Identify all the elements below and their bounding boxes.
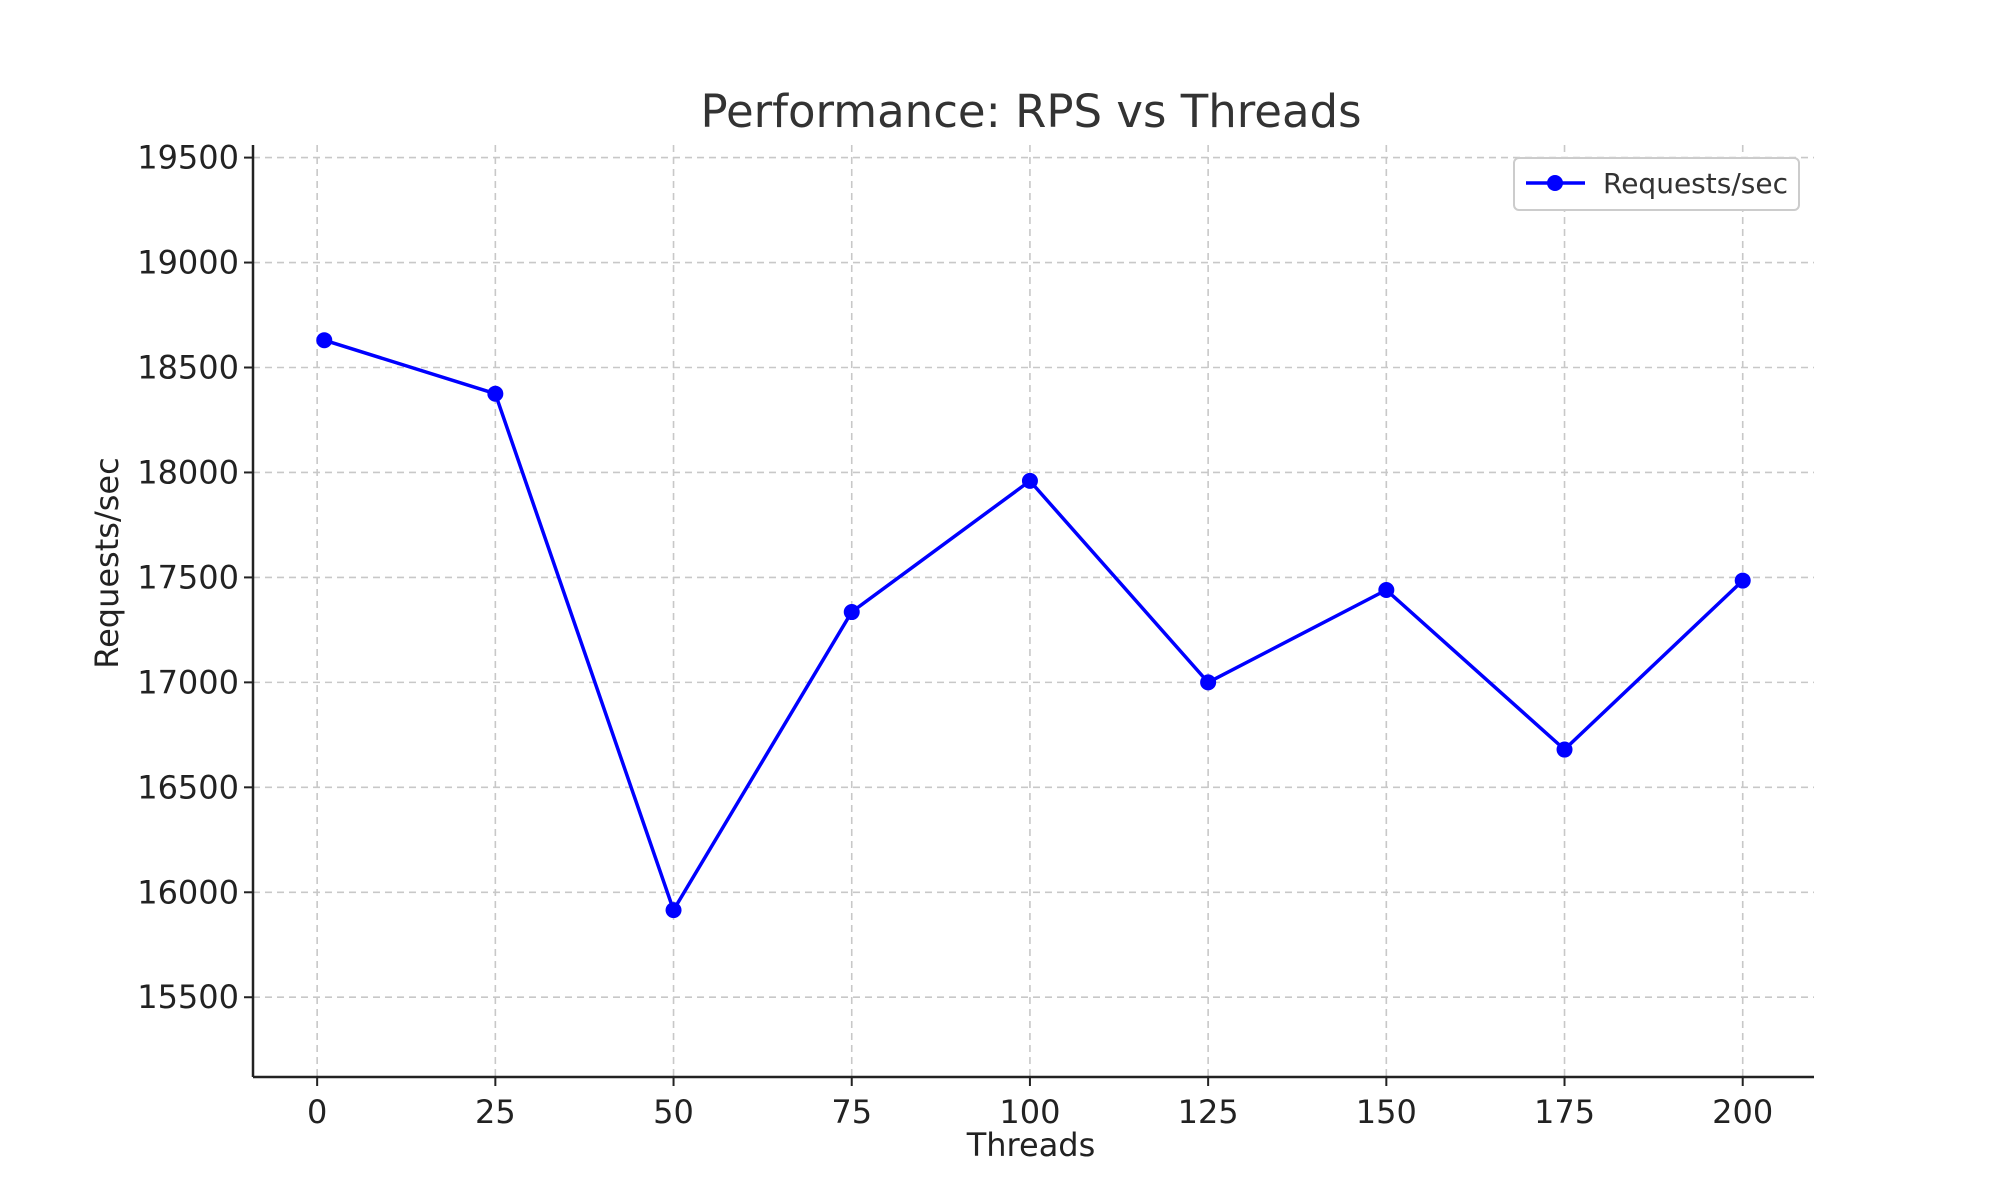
x-tick-label: 50 (653, 1093, 694, 1131)
chart-title: Performance: RPS vs Threads (700, 85, 1361, 138)
data-point (1556, 741, 1573, 758)
data-point (1200, 674, 1217, 691)
data-point (1378, 582, 1395, 599)
x-tick-label: 75 (831, 1093, 872, 1131)
y-tick-label: 17000 (137, 663, 239, 701)
x-axis-label: Threads (966, 1126, 1096, 1164)
x-tick-label: 125 (1178, 1093, 1239, 1131)
grid-lines (253, 145, 1814, 1077)
data-point (316, 332, 333, 349)
x-tick-label: 200 (1712, 1093, 1773, 1131)
y-axis-label: Requests/sec (88, 457, 126, 668)
x-tick-label: 100 (999, 1093, 1060, 1131)
series-layer (316, 332, 1751, 919)
y-tick-label: 19500 (137, 139, 239, 177)
legend: Requests/sec (1513, 157, 1800, 211)
y-tick-label: 19000 (137, 244, 239, 282)
legend-marker-swatch (1547, 175, 1563, 191)
y-tick-label: 18500 (137, 349, 239, 387)
y-tick-label: 15500 (137, 978, 239, 1016)
legend-box (1513, 157, 1800, 211)
y-tick-label: 17500 (137, 558, 239, 596)
series-line (323, 338, 1744, 912)
data-point (487, 385, 504, 402)
y-tick-label: 16000 (137, 873, 239, 911)
x-axis-ticks: 0 25 50 75 100 125 150 175 200 (307, 1077, 1773, 1131)
x-tick-label: 150 (1356, 1093, 1417, 1131)
x-tick-label: 25 (475, 1093, 516, 1131)
y-tick-label: 18000 (137, 453, 239, 491)
legend-label: Requests/sec (1603, 167, 1788, 200)
data-point (843, 604, 860, 621)
data-point (1734, 572, 1751, 589)
y-tick-label: 16500 (137, 768, 239, 806)
x-tick-label: 0 (307, 1093, 327, 1131)
y-axis-ticks: 15500 16000 16500 17000 17500 18000 18500 19000… (137, 139, 253, 1016)
data-point (665, 902, 682, 919)
data-point (1021, 472, 1038, 489)
x-tick-label: 175 (1534, 1093, 1595, 1131)
axes (251, 145, 1814, 1079)
